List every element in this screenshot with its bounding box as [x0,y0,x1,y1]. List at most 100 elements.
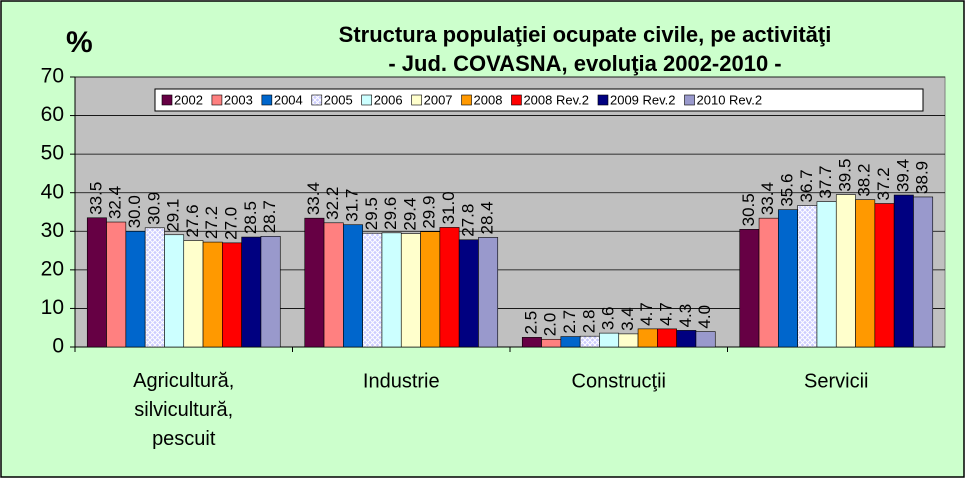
legend-swatch [411,94,422,106]
legend-label: 2006 [374,92,403,107]
value-label: 29.5 [362,197,381,230]
legend-label: 2005 [324,92,353,107]
y-tick-label: 40 [41,180,64,203]
legend-label: 2008 Rev.2 [523,92,589,107]
bar [874,203,895,348]
legend-label: 2007 [424,92,453,107]
bar [618,333,639,348]
bar [913,196,934,348]
bar [420,231,441,348]
legend-label: 2008 [474,92,503,107]
bar [541,338,562,348]
x-tick-label: Servicii [804,370,868,392]
value-label: 32.4 [106,186,125,219]
bar [893,194,914,348]
value-label: 2.7 [560,310,579,334]
value-label: 28.7 [260,200,279,233]
bar [739,229,760,348]
bar [222,242,242,348]
legend-swatch [211,94,223,106]
value-label: 2.0 [541,313,560,337]
value-label: 3.6 [599,306,618,330]
value-label: 37.2 [874,167,893,200]
value-label: 27.8 [458,204,477,237]
value-label: 28.4 [478,201,497,234]
x-tick-label: Industrie [363,370,440,392]
bar [758,217,779,348]
bar [241,236,262,348]
bar [797,205,818,348]
value-label: 32.2 [323,187,342,220]
legend-label: 2004 [274,92,303,107]
bar [164,234,185,348]
bar [323,222,344,348]
y-tick-label: 30 [41,219,64,242]
value-label: 33.4 [758,182,777,215]
bar [381,232,402,348]
bar [86,217,107,348]
bar [362,232,383,348]
value-label: 29.9 [420,196,439,229]
bar [855,199,876,348]
value-label: 27.6 [183,204,202,237]
bar [343,224,363,348]
value-label: 2.5 [521,311,540,335]
bar [478,237,499,348]
bar [695,331,716,348]
legend-swatch [311,94,323,106]
legend-swatch [261,94,273,106]
value-label: 4.0 [695,305,714,329]
value-label: 29.4 [400,198,419,231]
value-label: 3.4 [618,307,637,331]
bar [439,227,460,348]
bar [304,217,325,348]
legend-label: 2010 Rev.2 [697,92,763,107]
value-label: 29.6 [381,197,400,230]
bar [260,236,281,348]
legend-swatch [461,94,472,106]
value-label: 2.8 [579,310,598,334]
legend [154,88,924,112]
value-label: 30.0 [125,195,144,228]
y-tick-label: 70 [41,65,64,88]
legend-swatch [597,94,609,106]
legend-swatch [161,94,173,106]
value-label: 31.7 [342,189,361,222]
value-label: 39.5 [835,159,854,192]
x-tick-label: Construcţii [572,370,666,392]
value-label: 33.5 [86,182,105,215]
value-label: 4.7 [656,302,675,326]
y-tick-label: 50 [41,142,64,165]
value-label: 29.1 [164,199,183,232]
x-tick-label: Agricultură, silvicultură, pescuit [133,370,234,450]
value-label: 4.7 [637,302,656,326]
y-tick-label: 60 [41,103,64,126]
y-tick-label: 10 [41,296,64,319]
value-label: 27.2 [202,206,221,239]
bar [458,239,479,348]
bar [144,227,165,348]
bar [125,230,146,348]
bar [676,330,697,348]
chart-subtitle: - Jud. COVASNA, evoluţia 2002-2010 - [388,51,781,76]
value-label: 27.0 [221,207,240,240]
y-tick-label: 20 [41,257,64,280]
bar [778,209,798,348]
bar [579,335,600,348]
legend-swatch [684,94,695,106]
legend-swatch [361,94,372,106]
bar [599,332,620,348]
bar [835,194,856,348]
legend-label: 2009 Rev.2 [610,92,676,107]
value-label: 28.5 [241,201,260,234]
bar [816,201,837,348]
value-label: 38.9 [913,161,932,194]
value-label: 37.7 [816,165,835,198]
bar [202,241,223,348]
value-label: 35.6 [777,174,796,207]
value-label: 31.0 [439,191,458,224]
bar [637,328,658,348]
value-label: 39.4 [893,159,912,192]
value-label: 30.5 [739,193,758,226]
